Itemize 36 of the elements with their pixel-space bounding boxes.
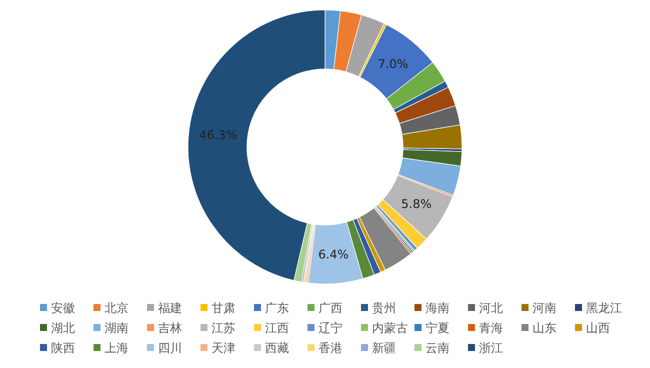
data-label: 6.4%: [318, 247, 349, 262]
legend-label: 江苏: [212, 321, 236, 336]
legend-label: 西藏: [265, 341, 289, 356]
donut-slice: [359, 208, 412, 270]
legend-label: 香港: [318, 341, 342, 356]
legend-label: 广东: [265, 301, 289, 316]
legend-label: 四川: [158, 341, 182, 356]
legend-label: 陕西: [51, 341, 75, 356]
legend-label: 新疆: [372, 341, 396, 356]
data-label: 5.8%: [401, 196, 432, 211]
legend-label: 湖南: [104, 321, 128, 336]
legend-label: 宁夏: [426, 321, 450, 336]
legend-label: 北京: [104, 301, 128, 316]
legend-label: 河北: [479, 301, 503, 316]
legend-label: 青海: [479, 321, 503, 336]
legend-label: 福建: [158, 301, 182, 316]
legend-label: 上海: [104, 341, 128, 356]
legend-label: 湖北: [51, 321, 75, 336]
data-label: 46.3%: [199, 128, 238, 142]
legend-label: 安徽: [51, 301, 75, 316]
legend-label: 辽宁: [318, 321, 342, 336]
data-label: 7.0%: [378, 56, 408, 71]
legend-label: 内蒙古: [372, 321, 408, 336]
legend-label: 天津: [212, 341, 236, 356]
legend-label: 江西: [265, 321, 289, 336]
legend-label: 广西: [318, 301, 342, 316]
legend-label: 山西: [586, 321, 610, 336]
legend-label: 甘肃: [212, 301, 236, 316]
legend-label: 贵州: [372, 301, 396, 316]
legend-label: 河南: [532, 301, 556, 316]
legend-label: 吉林: [158, 321, 182, 336]
legend-label: 海南: [426, 301, 450, 316]
legend-label: 山东: [532, 321, 556, 336]
legend-label: 黑龙江: [586, 301, 622, 316]
legend-label: 浙江: [479, 341, 503, 356]
legend-label: 云南: [426, 341, 450, 356]
